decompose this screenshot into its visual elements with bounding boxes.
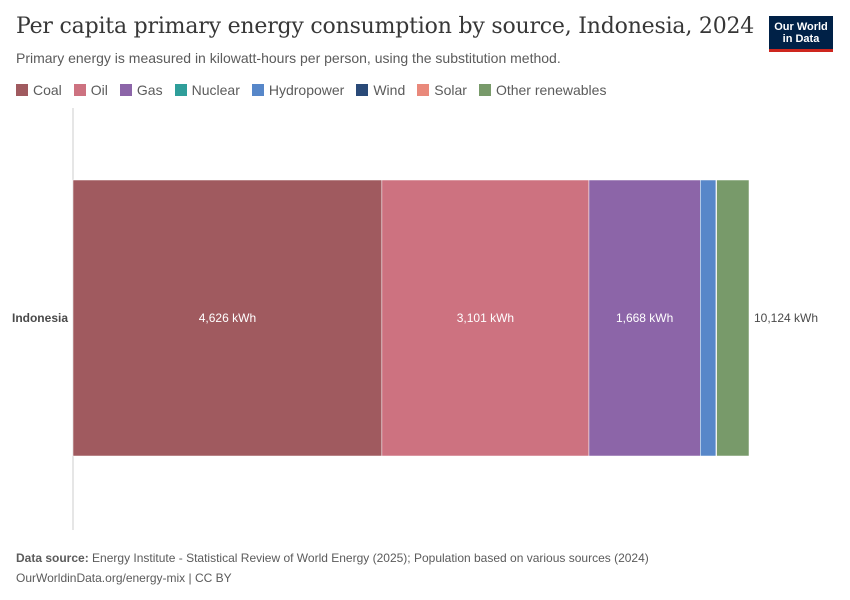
- legend-swatch: [119, 84, 132, 96]
- legend-label: Wind: [373, 82, 406, 98]
- legend-item-coal[interactable]: Coal: [16, 82, 62, 98]
- logo-line-1: Our World: [774, 21, 828, 33]
- owid-logo[interactable]: Our World in Data: [769, 16, 833, 52]
- legend-item-other-renewables[interactable]: Other renewables: [478, 82, 607, 98]
- logo-line-2: in Data: [782, 33, 820, 45]
- bar-segment-oil[interactable]: [381, 179, 590, 457]
- data-label-coal: 4,626 kWh: [199, 311, 256, 325]
- legend-swatch: [16, 84, 28, 96]
- legend-item-gas[interactable]: Gas: [119, 82, 163, 98]
- chart-subtitle: Primary energy is measured in kilowatt-h…: [16, 50, 561, 66]
- legend-label: Solar: [434, 82, 467, 98]
- bar-segment-coal[interactable]: [72, 179, 383, 457]
- data-label-oil: 3,101 kWh: [457, 311, 514, 325]
- legend-swatch: [356, 84, 369, 96]
- legend-item-oil[interactable]: Oil: [73, 82, 108, 98]
- chart-footer: Data source: Energy Institute - Statisti…: [16, 548, 649, 588]
- legend-swatch: [417, 84, 430, 96]
- category-label: Indonesia: [12, 311, 68, 325]
- legend-label: Other renewables: [495, 82, 607, 98]
- chart-legend: Coal Oil Gas Nuclear Hydropower Wind Solar Othe…: [16, 82, 618, 98]
- data-label-gas: 1,668 kWh: [616, 311, 673, 325]
- source-label: Data source:: [16, 551, 89, 565]
- legend-item-nuclear[interactable]: Nuclear: [174, 82, 240, 98]
- legend-label: Coal: [33, 82, 62, 98]
- chart-title: Per capita primary energy consumption by…: [16, 14, 755, 39]
- source-text: Energy Institute - Statistical Review of…: [92, 551, 649, 565]
- bar-segment-hydropower[interactable]: [700, 179, 717, 457]
- legend-swatch: [73, 84, 86, 96]
- legend-swatch: [251, 84, 264, 96]
- legend-item-solar[interactable]: Solar: [417, 82, 467, 98]
- chart-plot: Indonesia 4,626 kWh 3,101 kWh 1,668 kWh 10,1…: [12, 108, 818, 530]
- source-link[interactable]: OurWorldinData.org/energy-mix | CC BY: [16, 571, 232, 585]
- legend-swatch: [174, 84, 187, 96]
- bar-segment-gas[interactable]: [588, 179, 701, 457]
- total-label: 10,124 kWh: [754, 311, 818, 325]
- legend-label: Oil: [90, 82, 108, 98]
- bar-segment-other-renewables[interactable]: [716, 179, 750, 457]
- legend-label: Gas: [136, 82, 163, 98]
- legend-swatch: [478, 84, 491, 96]
- legend-label: Hydropower: [268, 82, 345, 98]
- legend-label: Nuclear: [191, 82, 240, 98]
- legend-item-hydropower[interactable]: Hydropower: [251, 82, 345, 98]
- legend-item-wind[interactable]: Wind: [356, 82, 405, 98]
